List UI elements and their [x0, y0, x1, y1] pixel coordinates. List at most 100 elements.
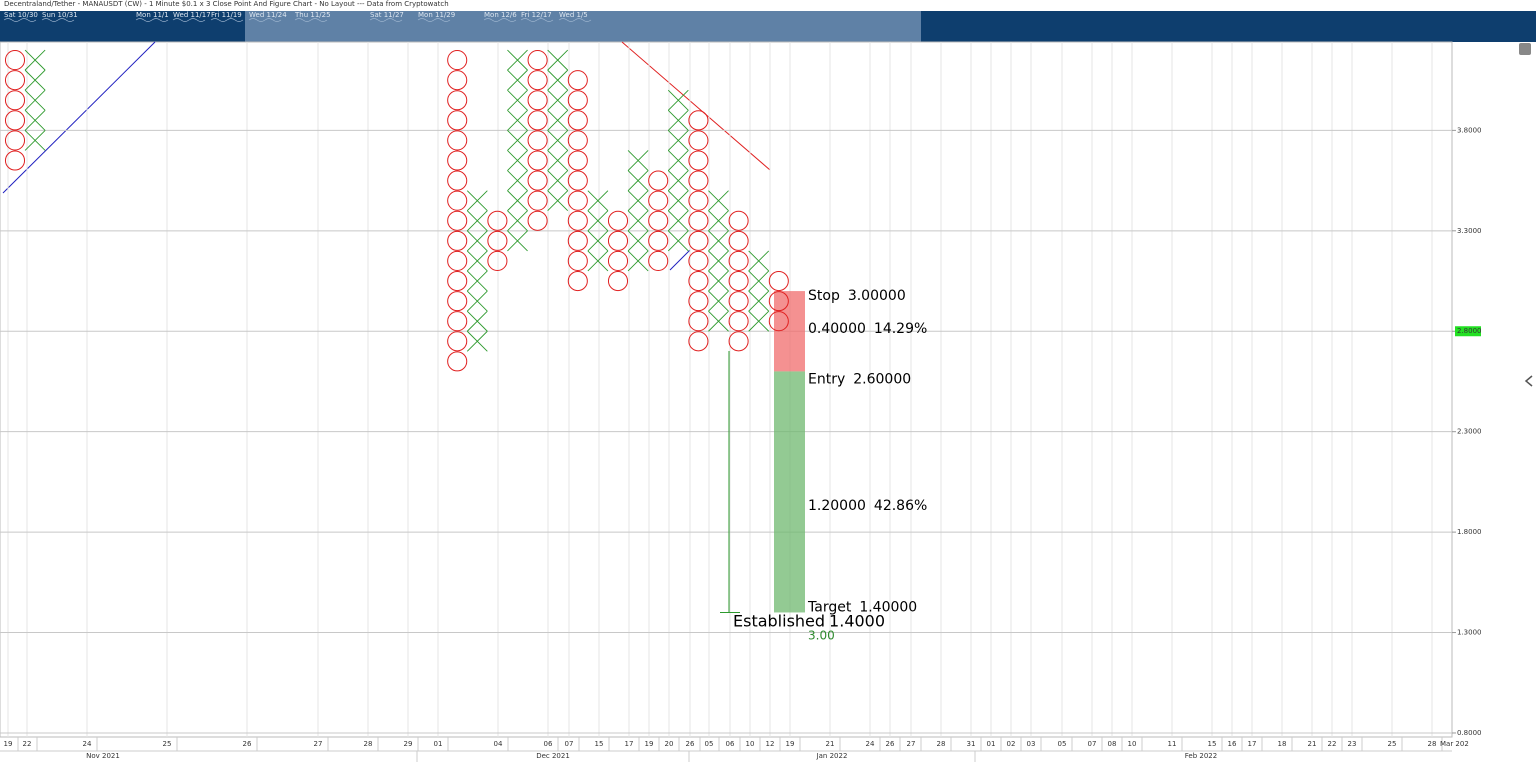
o-box — [768, 311, 789, 332]
navigator-sparkline — [248, 18, 282, 22]
x-box — [507, 109, 528, 131]
navigator-label: Mon 12/6 — [484, 11, 517, 19]
navigator-sparkline — [558, 18, 592, 22]
x-tick-label: 22 — [23, 740, 32, 748]
x-box — [24, 109, 46, 131]
x-tick-label: 27 — [907, 740, 916, 748]
o-column — [768, 270, 789, 332]
navigator-label: Thu 11/25 — [294, 11, 331, 19]
o-box — [728, 230, 749, 251]
x-tick-label: 27 — [314, 740, 323, 748]
x-tick-label: 03 — [1027, 740, 1036, 748]
x-tick-label: 26 — [886, 740, 895, 748]
navigator-label: Fri 11/19 — [211, 11, 242, 19]
o-box — [4, 130, 26, 151]
x-box — [667, 130, 689, 151]
x-box — [708, 250, 729, 272]
trendline — [2, 41, 156, 194]
o-box — [728, 311, 749, 332]
o-box — [728, 250, 749, 271]
o-box — [527, 190, 548, 211]
o-box — [4, 150, 26, 171]
o-box — [607, 230, 629, 251]
o-box — [728, 270, 749, 292]
x-box — [507, 210, 528, 232]
navigator-sparkline — [417, 18, 451, 22]
o-column — [728, 210, 749, 352]
level-name: Entry — [808, 371, 845, 387]
x-box — [466, 270, 488, 292]
o-box — [447, 270, 468, 292]
x-box — [466, 290, 488, 312]
month-label: Jan 2022 — [816, 752, 848, 760]
o-box — [688, 230, 709, 251]
level-value: 2.60000 — [853, 371, 911, 387]
y-tick-label: 0.8000 — [1457, 729, 1482, 737]
risk-percent: 14.29% — [874, 321, 927, 337]
established-text: Established — [733, 612, 825, 631]
x-tick-label: 24 — [83, 740, 92, 748]
x-tick-label: 21 — [1308, 740, 1317, 748]
collapse-arrow[interactable] — [1524, 375, 1533, 387]
navigator-sparkline — [294, 18, 328, 22]
x-box — [748, 290, 770, 312]
o-box — [447, 230, 468, 251]
x-box — [507, 130, 528, 151]
x-tick-label: 28 — [1428, 740, 1437, 748]
x-box — [466, 330, 488, 352]
risk-box — [774, 291, 805, 372]
o-column — [527, 50, 548, 231]
x-box — [748, 250, 770, 272]
established-value: 1.4000 — [829, 612, 885, 631]
x-box — [24, 69, 46, 91]
o-box — [567, 210, 588, 231]
x-box — [466, 310, 488, 332]
y-tick-label: 3.3000 — [1457, 227, 1482, 235]
x-box — [627, 170, 649, 191]
lock-icon[interactable] — [1519, 43, 1531, 55]
y-tick-label: 1.3000 — [1457, 629, 1482, 637]
o-box — [607, 210, 629, 231]
x-tick-label: 26 — [686, 740, 695, 748]
o-box — [688, 130, 709, 151]
o-box — [688, 311, 709, 332]
o-box — [527, 170, 548, 191]
plot-frame — [0, 41, 1453, 738]
navigator-label: Mon 11/29 — [418, 11, 455, 19]
navigator-window[interactable] — [245, 11, 921, 42]
x-box — [587, 250, 609, 272]
o-box — [768, 270, 789, 292]
o-box — [607, 250, 629, 271]
x-box — [627, 210, 649, 232]
x-box — [667, 230, 689, 252]
x-tick-label: 20 — [665, 740, 674, 748]
x-box — [667, 190, 689, 212]
o-column — [688, 110, 709, 352]
last-price-tag — [1455, 326, 1481, 337]
x-column — [708, 190, 729, 332]
x-tick-label: 11 — [1168, 740, 1177, 748]
o-box — [487, 230, 508, 251]
x-tick-label: 15 — [595, 740, 604, 748]
x-tick-label: 23 — [1348, 740, 1357, 748]
o-box — [4, 90, 26, 111]
navigator-label: Wed 11/17 — [173, 11, 211, 19]
o-box — [567, 230, 588, 251]
o-box — [447, 190, 468, 211]
o-box — [567, 70, 588, 91]
x-column — [24, 49, 46, 151]
month-label: Dec 2021 — [536, 752, 570, 760]
o-column — [447, 50, 468, 372]
x-tick-label: 10 — [746, 740, 755, 748]
o-box — [688, 331, 709, 352]
o-box — [447, 351, 468, 372]
o-box — [447, 170, 468, 191]
chart-title: Decentraland/Tether - MANAUSDT (CW) - 1 … — [4, 0, 449, 8]
x-box — [547, 49, 569, 71]
navigator-sparkline — [520, 18, 554, 22]
x-column — [748, 250, 770, 332]
navigator-label: Sat 11/27 — [370, 11, 404, 19]
risk-amount: 0.40000 — [808, 321, 866, 337]
